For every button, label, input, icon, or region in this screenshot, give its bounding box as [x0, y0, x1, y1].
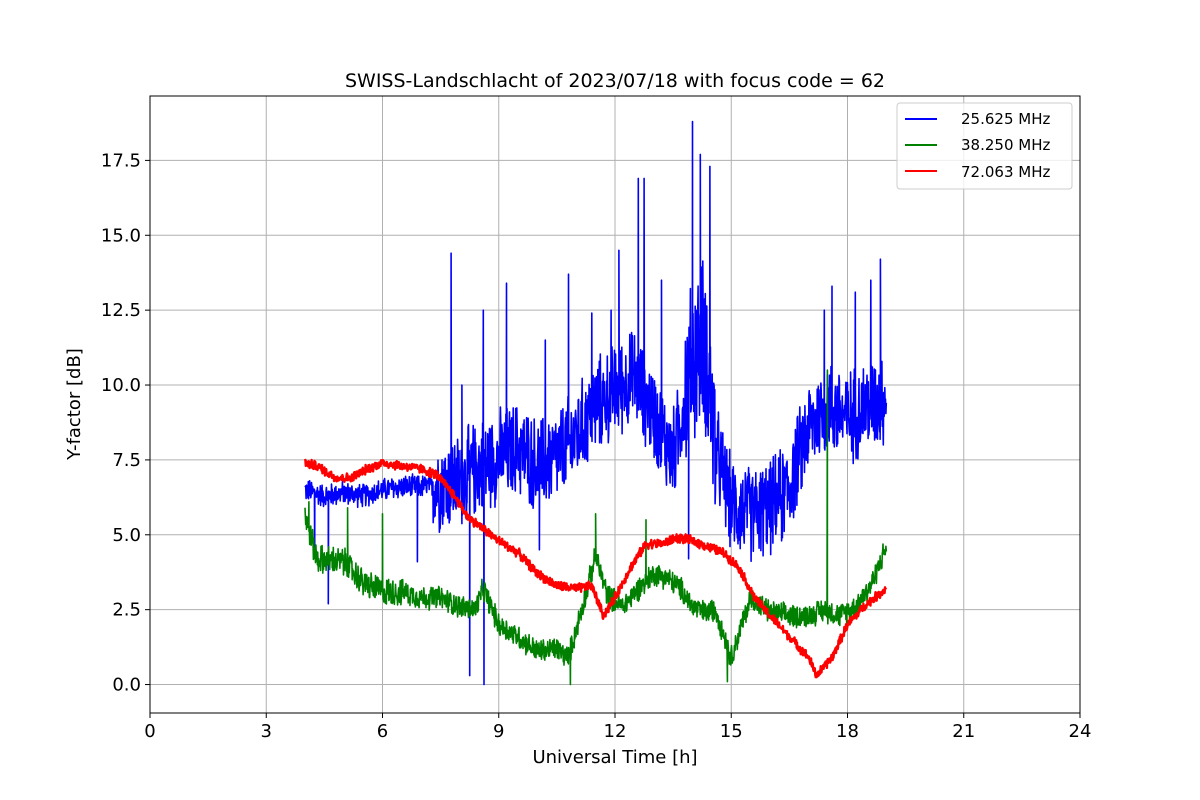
series-line-1 [304, 120, 888, 686]
legend: 25.625 MHz 38.250 MHz 72.063 MHz [896, 102, 1073, 190]
y-tick-label: 7.5 [112, 450, 141, 471]
legend-label-3: 72.063 MHz [961, 163, 1050, 181]
x-tick-label: 6 [377, 721, 388, 742]
series-line-3 [303, 458, 888, 679]
chart-title: SWISS-Landschlacht of 2023/07/18 with fo… [345, 70, 885, 92]
x-tick-label: 12 [604, 721, 627, 742]
legend-box [896, 102, 1073, 190]
y-tick-label: 5.0 [112, 525, 141, 546]
y-tick-label: 17.5 [101, 150, 141, 171]
x-axis-label: Universal Time [h] [532, 747, 697, 768]
y-tick-label: 15.0 [101, 225, 141, 246]
x-tick-label: 18 [836, 721, 859, 742]
y-tick-label: 12.5 [101, 300, 141, 321]
x-tick-label: 9 [493, 721, 504, 742]
ticks: 0 3 6 9 12 15 18 21 24 0.0 2.5 5.0 7.5 10.0 12.5 15.0 17… [101, 150, 1092, 742]
x-tick-label: 0 [144, 721, 155, 742]
legend-label-2: 38.250 MHz [961, 136, 1050, 154]
x-tick-label: 15 [720, 721, 743, 742]
y-tick-label: 2.5 [112, 600, 141, 621]
x-tick-label: 21 [952, 721, 975, 742]
series-layer [303, 120, 888, 686]
x-tick-label: 3 [261, 721, 272, 742]
series-line-2 [304, 369, 888, 686]
y-tick-label: 10.0 [101, 375, 141, 396]
x-tick-label: 24 [1069, 721, 1092, 742]
y-axis-label: Y-factor [dB] [64, 348, 85, 461]
legend-label-1: 25.625 MHz [961, 110, 1050, 128]
y-tick-label: 0.0 [112, 675, 141, 696]
